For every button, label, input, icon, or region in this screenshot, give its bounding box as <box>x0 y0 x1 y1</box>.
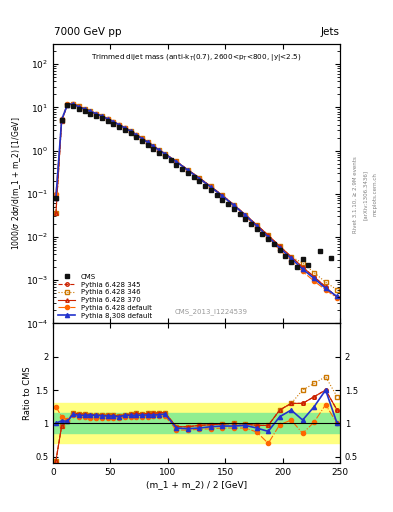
Legend: CMS, Pythia 6.428 345, Pythia 6.428 346, Pythia 6.428 370, Pythia 6.428 default,: CMS, Pythia 6.428 345, Pythia 6.428 346,… <box>55 271 155 322</box>
Text: [arXiv:1306.3436]: [arXiv:1306.3436] <box>363 169 368 220</box>
Y-axis label: Ratio to CMS: Ratio to CMS <box>23 367 32 420</box>
Y-axis label: 1000/$\sigma$ 2d$\sigma$/d(m$\_$1 + m$\_$2) [1/GeV]: 1000/$\sigma$ 2d$\sigma$/d(m$\_$1 + m$\_… <box>10 117 23 250</box>
Text: CMS_2013_I1224539: CMS_2013_I1224539 <box>174 308 247 315</box>
Text: Trimmed dijet mass (anti-k$_{T}$(0.7), 2600<p$_{T}$<800, |y|<2.5): Trimmed dijet mass (anti-k$_{T}$(0.7), 2… <box>91 52 302 63</box>
Text: Rivet 3.1.10, ≥ 2.9M events: Rivet 3.1.10, ≥ 2.9M events <box>353 156 358 233</box>
Text: Jets: Jets <box>321 27 340 37</box>
Text: 7000 GeV pp: 7000 GeV pp <box>54 27 121 37</box>
Text: mcplots.cern.ch: mcplots.cern.ch <box>373 173 378 217</box>
X-axis label: (m_1 + m_2) / 2 [GeV]: (m_1 + m_2) / 2 [GeV] <box>146 480 247 489</box>
